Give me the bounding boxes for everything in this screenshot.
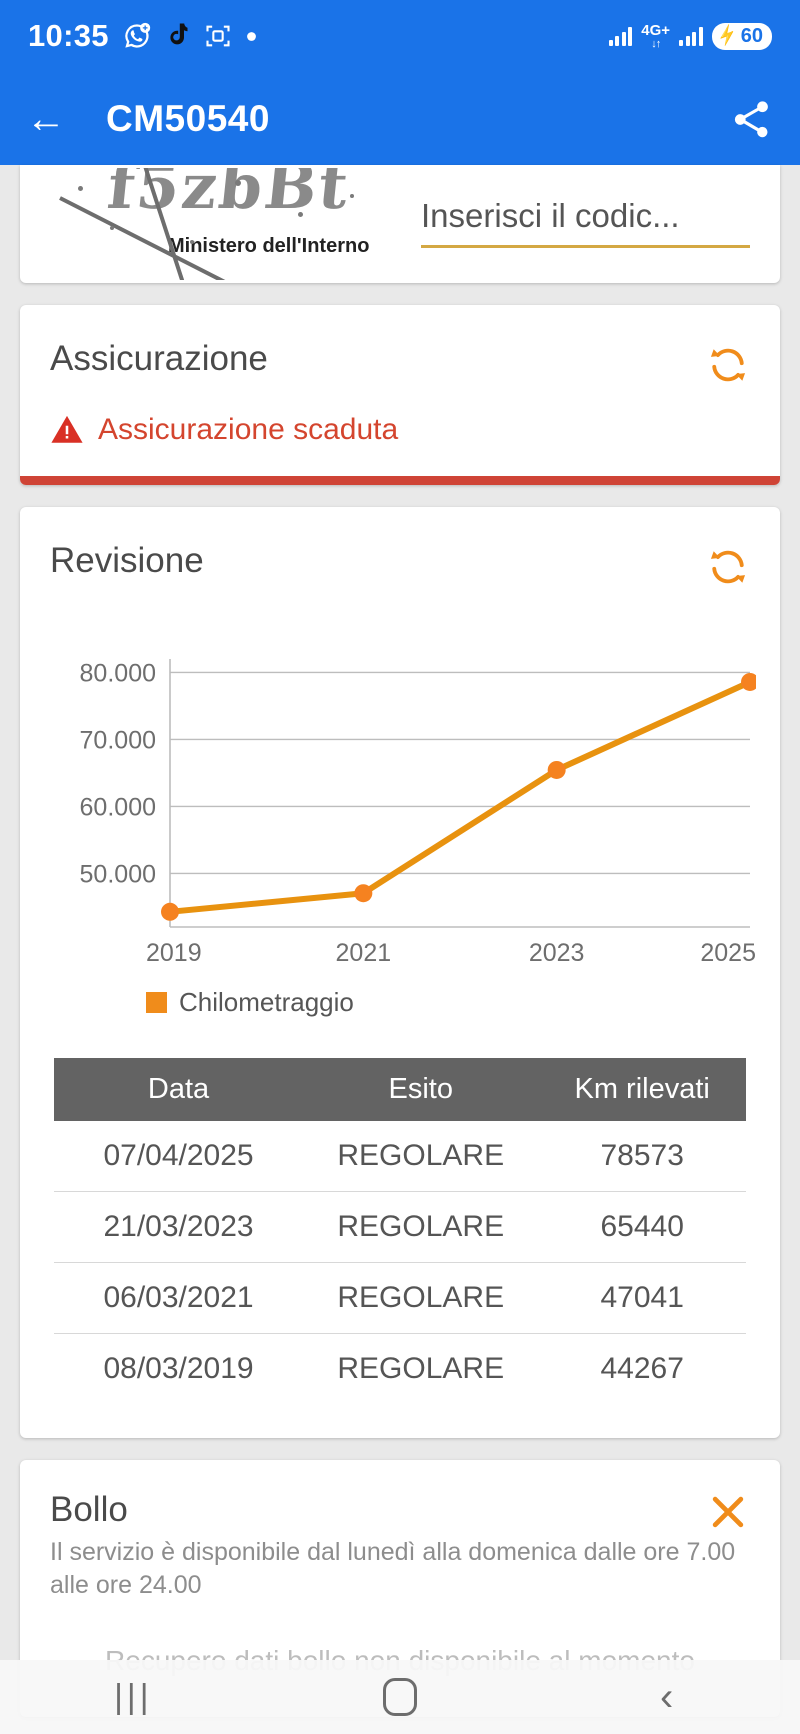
cell-esito: REGOLARE [303, 1262, 539, 1334]
bollo-subtitle: Il servizio è disponibile dal lunedì all… [50, 1538, 736, 1599]
insurance-title: Assicurazione [50, 339, 268, 378]
cell-km: 78573 [538, 1121, 746, 1192]
app-bar: ← CM50540 [0, 72, 800, 165]
captcha-ministry-label: Ministero dell'Interno [168, 235, 370, 257]
cell-esito: REGOLARE [303, 1191, 539, 1263]
dot-icon [246, 31, 257, 42]
scroll-content[interactable]: f5zbBt Ministero dell'Interno Inserisci … [0, 165, 800, 1734]
status-clock: 10:35 [28, 18, 109, 53]
cell-data: 21/03/2023 [54, 1191, 304, 1263]
network-arrows-icon: ↓↑ [651, 37, 661, 50]
insurance-status-text: Assicurazione scaduta [98, 413, 399, 446]
screenshot-icon [204, 22, 232, 50]
legend-swatch [146, 992, 167, 1013]
chart-data-point [161, 902, 179, 921]
table-row: 06/03/2021 REGOLARE 47041 [54, 1262, 746, 1334]
column-header-km: Km rilevati [538, 1058, 746, 1121]
table-row: 21/03/2023 REGOLARE 65440 [54, 1191, 746, 1263]
chart-line-series [167, 678, 753, 915]
network-label: 4G+ [641, 21, 671, 39]
back-arrow-icon[interactable]: ← [26, 96, 66, 141]
signal-bars-icon-1 [608, 26, 633, 46]
captcha-noise-1 [78, 186, 83, 191]
table-row: 08/03/2019 REGOLARE 44267 [54, 1334, 746, 1405]
chart-xtick-label: 2023 [529, 939, 585, 967]
insurance-status-row: Assicurazione scaduta [20, 387, 780, 455]
tiktok-icon [165, 22, 190, 50]
whatsapp-icon [123, 22, 151, 50]
status-bar-left: 10:35 [28, 18, 257, 54]
captcha-noise-6 [190, 240, 194, 244]
table-row: 07/04/2025 REGOLARE 78573 [54, 1121, 746, 1192]
home-icon [382, 1678, 417, 1716]
nav-recents-button[interactable]: ||| [73, 1678, 193, 1717]
back-icon: ‹ [659, 1675, 674, 1719]
chart-legend: Chilometraggio [146, 987, 780, 1018]
chart-xtick-label: 2021 [336, 939, 392, 967]
refresh-icon[interactable] [706, 343, 750, 387]
status-bar: 10:35 4G+ ↓↑ ⚡ 60 [0, 0, 800, 72]
network-type-icon: 4G+ ↓↑ [641, 23, 670, 50]
revisione-title: Revisione [50, 541, 204, 580]
insurance-card-header: Assicurazione [20, 305, 780, 387]
captcha-input[interactable]: Inserisci il codic... [421, 197, 750, 248]
captcha-noise-3 [235, 180, 241, 186]
captcha-noise-4 [298, 212, 303, 217]
cell-data: 08/03/2019 [103, 1352, 254, 1385]
revisione-card-header: Revisione [20, 507, 780, 589]
battery-charging-icon: ⚡ [713, 22, 741, 49]
battery-percent: 60 [740, 24, 763, 47]
chart-ytick-label: 70.000 [80, 726, 156, 754]
column-header-data: Data [54, 1058, 304, 1121]
warning-triangle-icon [50, 413, 84, 447]
mileage-chart-svg: 50.000 60.000 70.000 80.000 2019 2021 2023 2025 [80, 659, 756, 967]
bollo-title: Bollo [50, 1490, 128, 1529]
cell-km: 65440 [538, 1191, 746, 1263]
cell-data: 06/03/2021 [54, 1262, 304, 1334]
recents-icon: ||| [114, 1677, 153, 1716]
chart-ytick-label: 80.000 [80, 659, 156, 687]
share-icon[interactable] [728, 96, 774, 142]
legend-label: Chilometraggio [179, 987, 354, 1017]
android-nav-bar: ||| ‹ [0, 1660, 800, 1734]
chart-xtick-label: 2025 [700, 939, 756, 967]
cell-data: 07/04/2025 [54, 1121, 304, 1192]
insurance-accent-bar [20, 476, 780, 485]
battery-indicator: ⚡ 60 [711, 22, 772, 50]
page-title: CM50540 [106, 97, 270, 139]
captcha-noise-2 [110, 226, 114, 230]
refresh-icon[interactable] [706, 545, 750, 589]
revisione-card: Revisione 50.000 60.000 70.000 80.000 2019 20… [20, 507, 780, 1438]
close-icon[interactable] [706, 1490, 750, 1534]
chart-data-point [741, 672, 756, 691]
bollo-card-header: Bollo [20, 1460, 780, 1534]
chart-data-point [354, 884, 373, 903]
captcha-noise-5 [350, 194, 354, 198]
insurance-card: Assicurazione Assicurazione scaduta [20, 305, 780, 485]
captcha-card: f5zbBt Ministero dell'Interno Inserisci … [20, 165, 780, 283]
table-header-row: Data Esito Km rilevati [54, 1058, 746, 1121]
chart-xtick-label: 2019 [146, 939, 202, 967]
revisione-table-body: 07/04/2025 REGOLARE 78573 21/03/2023 REGOLAR… [54, 1121, 746, 1404]
cell-km: 44267 [600, 1352, 684, 1385]
captcha-image: f5zbBt Ministero dell'Interno [50, 168, 405, 280]
nav-home-button[interactable] [340, 1678, 460, 1716]
cell-esito: REGOLARE [337, 1352, 505, 1385]
cell-km: 47041 [538, 1262, 746, 1334]
captcha-input-wrapper[interactable]: Inserisci il codic... [421, 197, 750, 252]
column-header-esito: Esito [303, 1058, 539, 1121]
chart-ytick-label: 50.000 [80, 860, 156, 888]
revisione-table-head: Data Esito Km rilevati [54, 1058, 746, 1121]
captcha-code-text: f5zbBt [104, 168, 354, 223]
revisione-table: Data Esito Km rilevati 07/04/2025 REGOLAR… [54, 1058, 746, 1404]
mileage-chart: 50.000 60.000 70.000 80.000 2019 2021 2023 2025 [20, 589, 780, 981]
chart-data-point [547, 760, 566, 779]
status-bar-right: 4G+ ↓↑ ⚡ 60 [608, 22, 772, 50]
chart-ytick-label: 60.000 [80, 793, 156, 821]
signal-bars-icon-2 [679, 26, 703, 46]
cell-esito: REGOLARE [303, 1121, 539, 1192]
nav-back-button[interactable]: ‹ [607, 1677, 727, 1717]
